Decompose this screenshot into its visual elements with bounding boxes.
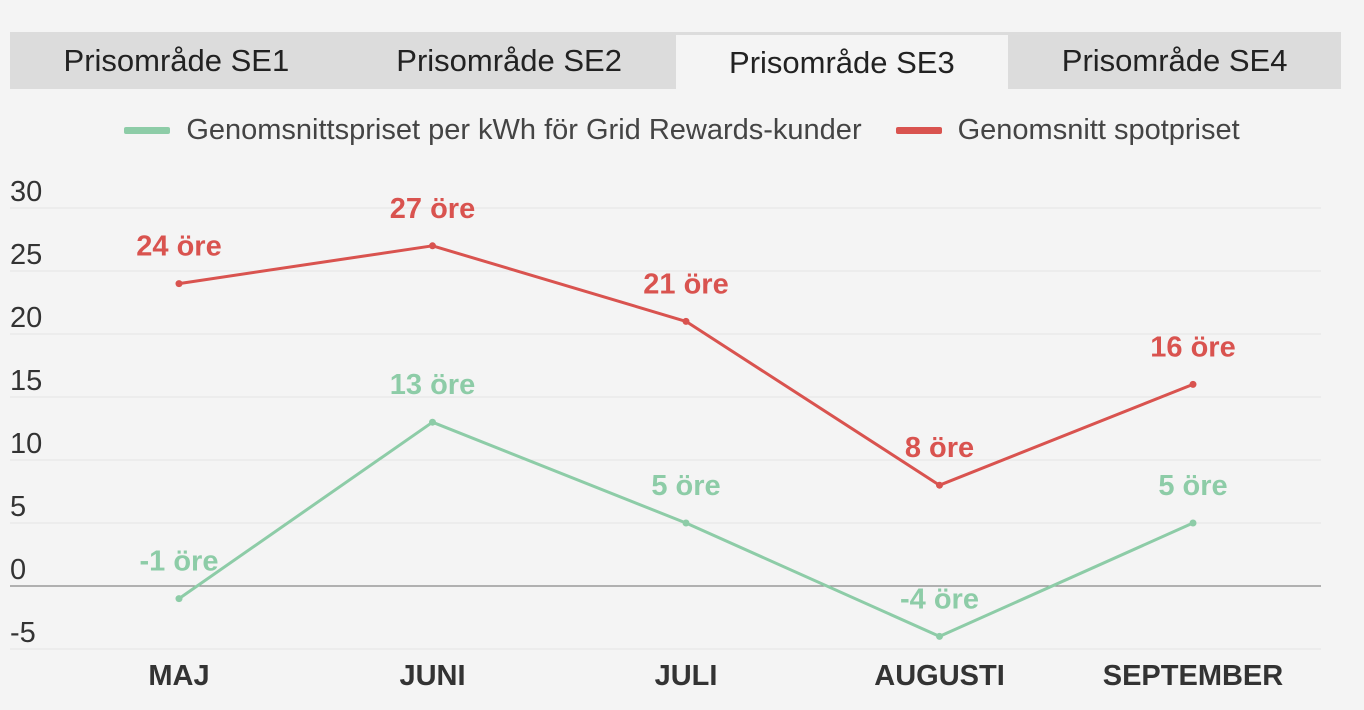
tab-se1[interactable]: Prisområde SE1 (63, 43, 290, 78)
legend-item-spot[interactable]: Genomsnitt spotpriset (895, 113, 1240, 147)
y-tick-label: 5 (10, 491, 26, 523)
data-label: 24 öre (136, 231, 221, 263)
data-label: 16 öre (1150, 331, 1235, 363)
data-point (936, 632, 943, 640)
y-tick-label: 30 (10, 176, 42, 208)
data-point (175, 280, 183, 288)
price-area-tabs: Prisområde SE1 Prisområde SE2 Prisområde… (10, 32, 1341, 89)
data-point (936, 481, 943, 489)
x-tick-label: AUGUSTI (874, 660, 1005, 692)
x-tick-label: JULI (655, 660, 718, 692)
y-tick-label: 10 (10, 428, 42, 460)
legend-label-spot: Genomsnitt spotpriset (957, 113, 1240, 146)
y-tick-label: 20 (10, 302, 42, 334)
data-point (175, 595, 183, 603)
y-tick-label: 0 (10, 554, 26, 586)
legend-swatch-spot (895, 126, 942, 134)
data-point (429, 418, 436, 426)
data-point (1189, 519, 1197, 527)
tab-se3[interactable]: Prisområde SE3 (675, 35, 1009, 89)
chart-legend: Genomsnittspriset per kWh för Grid Rewar… (0, 110, 1364, 150)
data-label: 5 öre (1158, 470, 1227, 502)
data-point (1189, 380, 1197, 388)
data-point (682, 317, 690, 325)
data-point (429, 242, 436, 250)
y-tick-label: -5 (10, 617, 36, 649)
tab-se2[interactable]: Prisområde SE2 (396, 43, 622, 78)
x-tick-label: MAJ (148, 660, 209, 692)
legend-label-grid-rewards: Genomsnittspriset per kWh för Grid Rewar… (186, 113, 862, 146)
data-label: 13 öre (390, 369, 475, 401)
legend-item-grid-rewards[interactable]: Genomsnittspriset per kWh för Grid Rewar… (124, 113, 862, 147)
data-label: -1 öre (140, 546, 219, 578)
series-line-0 (178, 420, 1194, 638)
tab-se4[interactable]: Prisområde SE4 (1061, 43, 1288, 78)
legend-swatch-grid-rewards (124, 126, 171, 134)
y-tick-label: 15 (10, 365, 42, 397)
x-tick-label: JUNI (399, 660, 465, 692)
data-point (682, 519, 690, 527)
y-tick-label: 25 (10, 239, 42, 271)
data-label: -4 öre (900, 583, 979, 615)
data-label: 21 öre (643, 268, 728, 300)
data-label: 27 öre (390, 193, 475, 225)
data-label: 8 öre (905, 432, 974, 464)
x-tick-label: SEPTEMBER (1103, 660, 1284, 692)
data-label: 5 öre (651, 470, 720, 502)
